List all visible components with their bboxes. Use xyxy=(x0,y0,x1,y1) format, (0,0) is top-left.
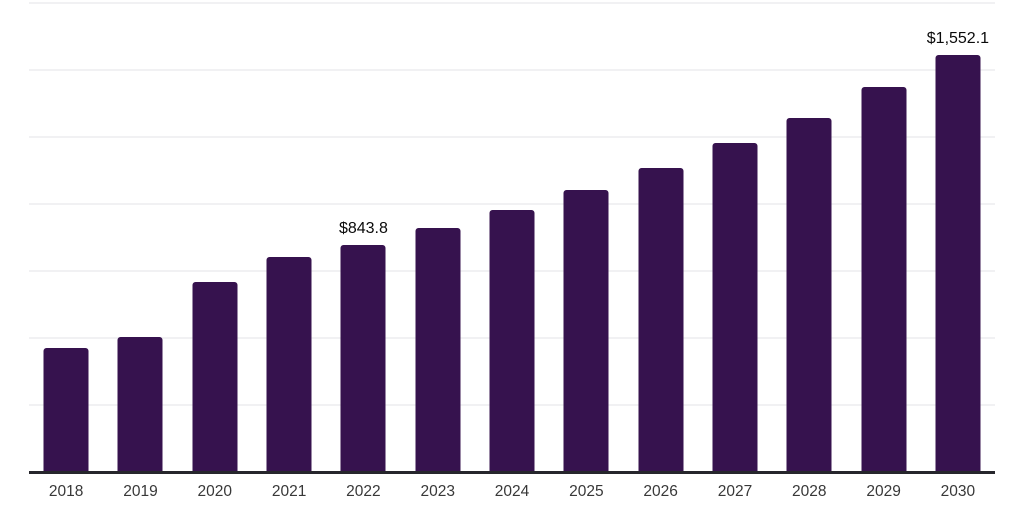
bar-2030 xyxy=(935,55,981,471)
plot-area: $843.8 $1,552.1 xyxy=(29,2,995,471)
x-tick-label-2025: 2025 xyxy=(569,483,604,500)
bar-2027 xyxy=(712,143,758,471)
bar-slot-2024 xyxy=(475,2,549,471)
bar-slot-2028 xyxy=(772,2,846,471)
bar-slot-2019 xyxy=(103,2,177,471)
bar-slot-2018 xyxy=(29,2,103,471)
bar-2028 xyxy=(786,118,832,471)
x-tick-label-2028: 2028 xyxy=(792,483,827,500)
bar-series: $843.8 $1,552.1 xyxy=(29,2,995,471)
bar-2021 xyxy=(266,257,312,471)
data-label-2022: $843.8 xyxy=(338,219,388,237)
bar-slot-2020 xyxy=(178,2,252,471)
bar-slot-2025 xyxy=(549,2,623,471)
bar-2020 xyxy=(192,282,238,471)
bar-2023 xyxy=(415,227,461,471)
x-tick-label-2019: 2019 xyxy=(123,483,158,500)
x-tick-label-2029: 2029 xyxy=(866,483,901,500)
bar-2026 xyxy=(638,167,684,471)
bar-slot-2030: $1,552.1 xyxy=(921,2,995,471)
bar-slot-2026 xyxy=(624,2,698,471)
bar-slot-2027 xyxy=(698,2,772,471)
bar-slot-2023 xyxy=(401,2,475,471)
bar-2018 xyxy=(43,347,89,471)
bar-slot-2021 xyxy=(252,2,326,471)
gridline-y-1750 xyxy=(29,2,995,4)
x-axis-line xyxy=(29,471,995,474)
gridline-y-1500 xyxy=(29,69,995,71)
bar-2019 xyxy=(117,337,163,471)
x-tick-label-2022: 2022 xyxy=(346,483,381,500)
x-tick-label-2030: 2030 xyxy=(940,483,976,500)
bar-2024 xyxy=(489,209,535,471)
x-tick-label-2021: 2021 xyxy=(271,483,307,500)
x-tick-label-2026: 2026 xyxy=(643,483,678,500)
bar-2029 xyxy=(861,86,907,471)
x-axis-tick-labels: 2018 2019 2020 2021 2022 2023 2024 2025 2026 2027… xyxy=(29,483,995,501)
bar-slot-2022: $843.8 xyxy=(326,2,400,471)
x-tick-label-2024: 2024 xyxy=(494,483,530,500)
x-tick-label-2020: 2020 xyxy=(197,483,233,500)
bar-2025 xyxy=(563,189,609,471)
gridline-y-1250 xyxy=(29,136,995,138)
x-tick-label-2027: 2027 xyxy=(717,483,753,500)
bar-2022 xyxy=(340,244,386,471)
bar-slot-2029 xyxy=(846,2,920,471)
x-tick-label-2018: 2018 xyxy=(48,483,84,500)
x-tick-label-2023: 2023 xyxy=(420,483,455,500)
data-label-2030: $1,552.1 xyxy=(926,30,990,48)
gridline-y-1000 xyxy=(29,203,995,205)
